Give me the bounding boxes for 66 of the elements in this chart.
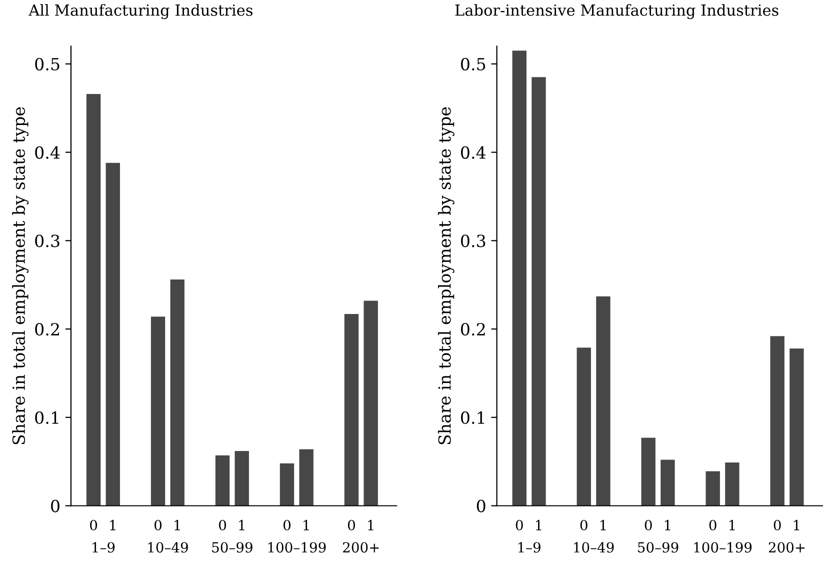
text: 1 (600, 520, 606, 530)
y-tick-label: 0.2 (461, 322, 485, 336)
y-tick-label: 0 (476, 500, 486, 512)
bar (299, 449, 314, 506)
bar (660, 460, 675, 506)
x-tick-label: 50–99 (638, 542, 678, 553)
bar (215, 455, 230, 506)
text: 0 (774, 520, 781, 530)
bar (234, 450, 249, 506)
x-tick-label: 100–199 (268, 542, 326, 553)
text: 1 (239, 520, 244, 530)
y-tick-label: 0.3 (35, 234, 60, 248)
x-tick-label: 10–49 (574, 542, 614, 553)
bar (86, 94, 101, 506)
y-tick-label: 0.5 (461, 58, 486, 70)
bar (790, 348, 804, 506)
bar (596, 296, 610, 506)
bar (344, 314, 359, 506)
series-label: 1 (536, 520, 542, 530)
bar (280, 463, 294, 506)
y-tick-label: 0 (51, 500, 60, 512)
y-axis-title: Share in total employment by state type (438, 107, 454, 444)
bar (641, 438, 656, 506)
bar (576, 348, 591, 506)
bar (725, 462, 740, 506)
text: 1 (664, 520, 670, 530)
text: 0 (348, 520, 355, 530)
bar (364, 300, 378, 506)
text: 0 (644, 520, 652, 530)
y-tick-label: 0.4 (35, 146, 60, 159)
text: 1 (368, 520, 374, 530)
bar (512, 50, 526, 506)
y-tick-label: 0.1 (35, 411, 58, 424)
text: 1 (794, 520, 800, 530)
text: 1 (174, 520, 180, 530)
y-tick-label: 0.2 (35, 322, 59, 336)
bar (532, 77, 546, 506)
text: 1 (304, 520, 309, 530)
x-tick-label: 1–9 (518, 542, 540, 553)
text: 0 (580, 520, 588, 530)
text: 0 (154, 520, 162, 530)
text: 0 (709, 520, 716, 530)
text: 0 (284, 520, 290, 530)
series-label: 1 (110, 520, 116, 530)
bar (150, 316, 166, 506)
y-tick-label: 0.1 (461, 411, 484, 424)
x-tick-label: 50–99 (212, 542, 252, 553)
y-tick-label: 0.4 (461, 146, 486, 159)
bar (170, 280, 184, 506)
chart-title: All Manufacturing Industries (28, 4, 252, 20)
text: 1 (729, 520, 735, 530)
x-tick-label: 200+ (343, 542, 379, 553)
x-tick-label: 1–9 (92, 542, 115, 553)
x-tick-label: 200+ (768, 542, 805, 553)
chart-title: Labor-intensive Manufacturing Industries (455, 4, 778, 20)
bar (770, 336, 784, 506)
bar (106, 162, 120, 506)
x-tick-label: 10–49 (148, 542, 188, 553)
bar (706, 471, 720, 506)
x-tick-label: 100–199 (694, 542, 752, 553)
y-tick-label: 0.5 (35, 58, 60, 70)
text: 0 (219, 520, 226, 530)
y-tick-label: 0.3 (461, 234, 486, 248)
y-axis-title: Share in total employment by state type (12, 107, 28, 444)
series-label: 0 (516, 520, 523, 530)
series-label: 0 (90, 520, 98, 530)
